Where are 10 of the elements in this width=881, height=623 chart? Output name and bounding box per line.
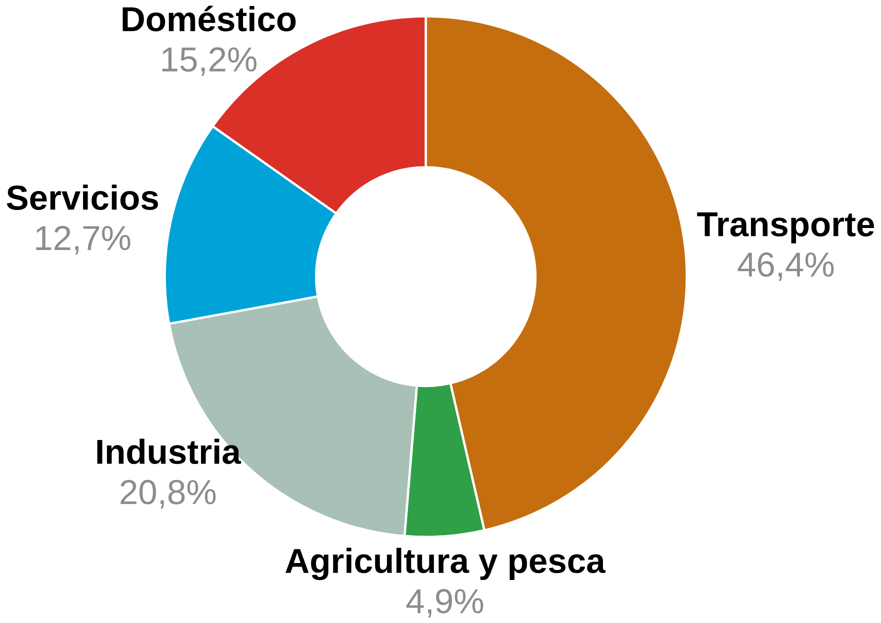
data-label: 4,9% <box>406 588 484 618</box>
slice-label: Transporte <box>697 212 874 244</box>
data-label: 15,2% <box>162 47 256 76</box>
data-label: 12,7% <box>36 226 130 254</box>
slice-label: Doméstico <box>122 6 296 32</box>
data-label: 20,8% <box>120 480 216 508</box>
slice-label: Servicios <box>6 184 158 210</box>
slice-label: Agricultura y pesca <box>286 548 606 580</box>
slice-label: Industria <box>97 438 242 464</box>
data-label: 46,4% <box>738 252 834 281</box>
